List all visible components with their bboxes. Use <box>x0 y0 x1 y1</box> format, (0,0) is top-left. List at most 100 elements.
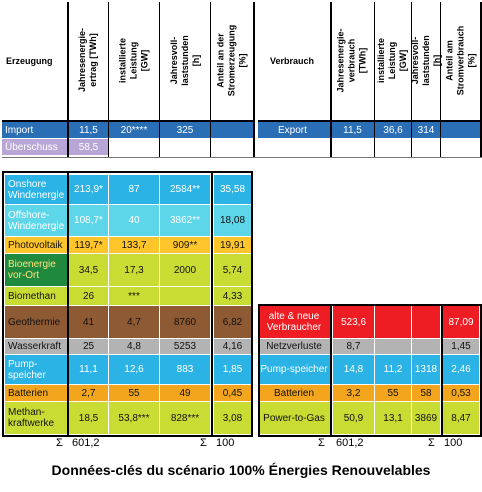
grid-line <box>330 2 332 158</box>
grid-line <box>480 2 482 158</box>
right-row-battery-label: Batterien <box>258 385 330 401</box>
left-row-geothermal-label: Geothermie <box>5 306 67 338</box>
left-row-biomethane-hours <box>160 287 210 305</box>
right-header-energy: Jahresenergie-verbrauch [TWh] <box>335 27 368 93</box>
right-row-battery-capacity: 55 <box>375 385 411 401</box>
left-row-pumped-label: Pump-speicher <box>5 355 67 384</box>
right-row-pumped-energy: 14,8 <box>333 355 374 384</box>
left-row-onshore-share: 35,58 <box>214 175 251 204</box>
left-table-title: Erzeugung <box>6 56 53 66</box>
right-row-consumers-capacity <box>375 306 411 338</box>
left-row-hydro-hours: 5253 <box>160 339 210 354</box>
right-table-title: Verbrauch <box>270 56 315 66</box>
right-row-export-share <box>441 122 481 138</box>
left-row-pv-label: Photovoltaik <box>5 237 67 253</box>
left-row-import-label: Import <box>2 122 68 138</box>
left-row-offshore-label: Offshore-Windenergie <box>5 205 67 236</box>
right-header-share: Anteil am Stromverbrauch [%] <box>444 25 477 95</box>
left-row-biomethane-label: Biomethan <box>5 287 67 305</box>
left-row-import-share <box>211 122 253 138</box>
left-row-pv-capacity: 133,7 <box>109 237 159 253</box>
left-row-import-energy: 11,5 <box>69 122 108 138</box>
left-row-battery-share: 0,45 <box>214 385 251 401</box>
left-row-battery-energy: 2,7 <box>69 385 108 401</box>
left-row-offshore-energy: 108,7* <box>69 205 108 236</box>
grid-line <box>2 435 253 437</box>
left-row-pv-share: 19,91 <box>214 237 251 253</box>
right-row-battery-energy: 3,2 <box>333 385 374 401</box>
grid-line <box>411 2 412 158</box>
left-row-surplus-energy: 58,5 <box>69 139 108 155</box>
right-row-battery-share: 0,53 <box>443 385 479 401</box>
right-total-share: 100 <box>444 437 463 449</box>
left-row-geothermal-hours: 8760 <box>160 306 210 338</box>
grid-line <box>159 2 160 158</box>
right-row-p2g-label: Power-to-Gas <box>258 402 330 434</box>
left-row-battery-label: Batterien <box>5 385 67 401</box>
left-row-hydro-energy: 25 <box>69 339 108 354</box>
right-row-p2g-share: 8,47 <box>443 402 479 434</box>
left-row-geothermal-capacity: 4,7 <box>109 306 159 338</box>
left-row-import-hours: 325 <box>160 122 210 138</box>
right-row-pumped-capacity: 11,2 <box>375 355 411 384</box>
left-row-geothermal-energy: 41 <box>69 306 108 338</box>
grid-line <box>210 2 211 158</box>
left-row-onshore-capacity: 87 <box>109 175 159 204</box>
right-header-hours: Jahresvoll-laststunden [h] <box>409 34 442 86</box>
left-total-energy: 601,2 <box>72 437 100 449</box>
grid-line <box>2 171 4 437</box>
grid-line <box>330 304 332 437</box>
right-row-gridloss-capacity <box>375 339 411 354</box>
right-row-consumers-hours <box>412 306 440 338</box>
left-row-bio-energy: 34,5 <box>69 254 108 286</box>
grid-line <box>2 171 253 173</box>
left-row-bio-label: Bioenergie vor-Ort <box>5 254 67 286</box>
grid-line <box>251 171 253 437</box>
right-header-capacity: installierte Leistung [GW] <box>376 37 409 83</box>
left-row-battery-hours: 49 <box>160 385 210 401</box>
left-row-pv-hours: 909** <box>160 237 210 253</box>
grid-line <box>211 171 213 437</box>
left-row-bio-capacity: 17,3 <box>109 254 159 286</box>
right-row-consumers-label: alte & neue Verbraucher <box>258 306 330 338</box>
left-row-pv-energy: 119,7* <box>69 237 108 253</box>
right-total-energy: 601,2 <box>336 437 364 449</box>
grid-line <box>67 171 69 437</box>
grid-line <box>67 2 69 158</box>
left-row-pumped-hours: 883 <box>160 355 210 384</box>
left-row-onshore-energy: 213,9* <box>69 175 108 204</box>
right-row-export-hours: 314 <box>412 122 440 138</box>
left-row-biomethane-capacity: *** <box>109 287 159 305</box>
right-row-gridloss-label: Netzverluste <box>258 339 330 354</box>
left-row-pumped-energy: 11,1 <box>69 355 108 384</box>
right-row-pumped-hours: 1318 <box>412 355 440 384</box>
right-row-battery-hours: 58 <box>412 385 440 401</box>
left-row-pumped-capacity: 12,6 <box>109 355 159 384</box>
grid-line <box>258 304 260 437</box>
left-sigma-share: Σ <box>200 437 207 449</box>
left-row-geothermal-share: 6,82 <box>214 306 251 338</box>
grid-line <box>108 2 109 158</box>
right-row-p2g-energy: 50,9 <box>333 402 374 434</box>
left-header-capacity: installierte Leistung [GW] <box>117 37 150 83</box>
left-row-hydro-label: Wasserkraft <box>5 339 67 354</box>
left-sigma-energy: Σ <box>56 437 63 449</box>
grid-line <box>258 435 482 437</box>
left-row-biomethane-energy: 26 <box>69 287 108 305</box>
left-row-hydro-share: 4,16 <box>214 339 251 354</box>
left-row-bio-share: 5,74 <box>214 254 251 286</box>
left-row-pumped-share: 1,85 <box>214 355 251 384</box>
grid-line <box>441 304 443 437</box>
left-row-import-capacity: 20**** <box>109 122 159 138</box>
right-row-p2g-capacity: 13,1 <box>375 402 411 434</box>
left-row-offshore-share: 18,08 <box>214 205 251 236</box>
left-row-offshore-hours: 3862** <box>160 205 210 236</box>
left-row-methane-label: Methan-kraftwerke <box>5 402 67 434</box>
right-row-export-capacity: 36,6 <box>375 122 411 138</box>
right-row-consumers-share: 87,09 <box>443 306 479 338</box>
right-row-pumped-label: Pump-speicher <box>258 355 330 384</box>
left-total-share: 100 <box>216 437 235 449</box>
right-row-gridloss-share: 1,45 <box>443 339 479 354</box>
grid-line <box>480 304 482 437</box>
left-row-onshore-hours: 2584** <box>160 175 210 204</box>
